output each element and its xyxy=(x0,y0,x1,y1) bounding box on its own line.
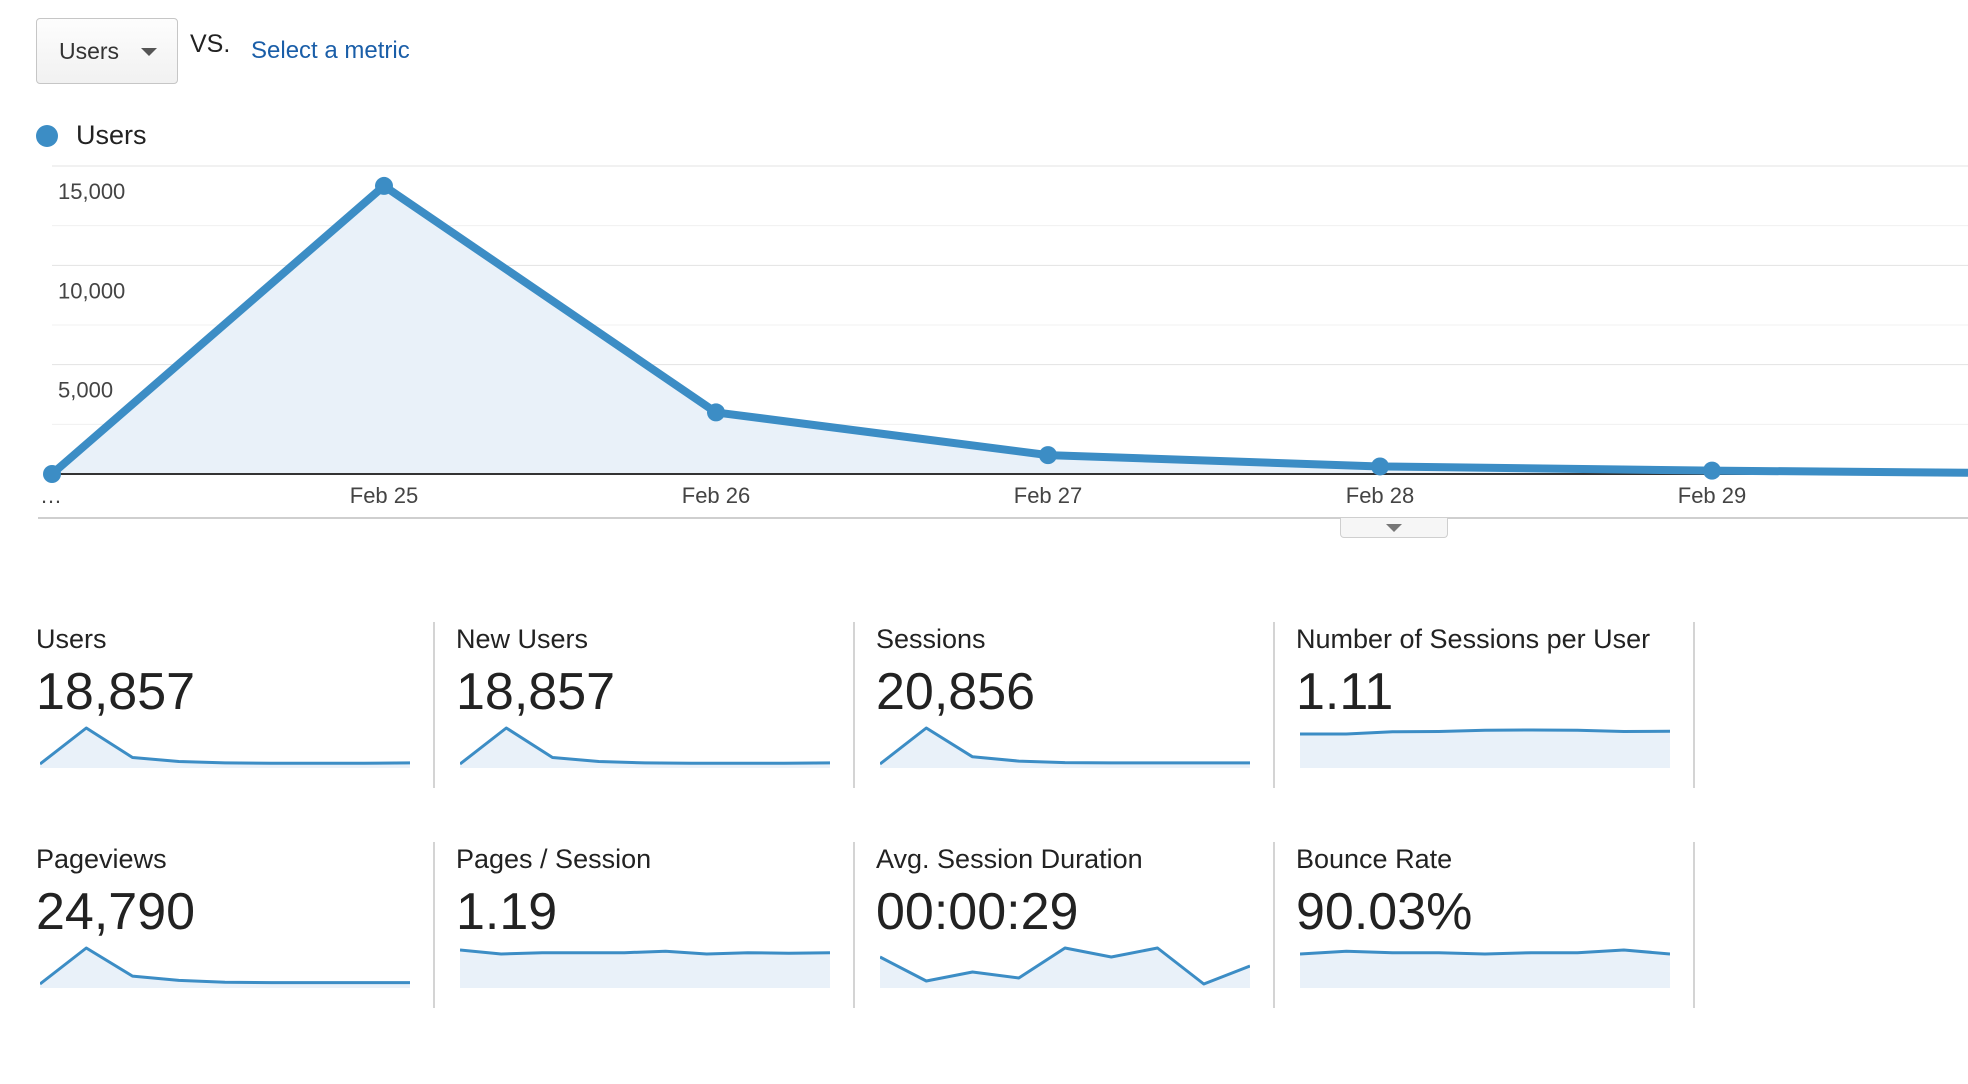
scorecard-title: New Users xyxy=(456,624,589,654)
scorecard[interactable]: Bounce Rate 90.03% xyxy=(1296,844,1716,1010)
metric-dropdown[interactable]: Users xyxy=(36,18,178,84)
legend-label: Users xyxy=(76,120,147,150)
data-point[interactable] xyxy=(375,176,393,195)
sparkline-line xyxy=(1300,948,1670,956)
scorecard-divider xyxy=(433,842,435,1008)
chart-collapse-toggle[interactable] xyxy=(1340,518,1448,538)
scorecard-value: 1.11 xyxy=(1296,663,1394,721)
scorecard-value: 1.19 xyxy=(456,883,558,941)
sparkline-line xyxy=(40,946,410,986)
sparkline xyxy=(1300,948,1670,988)
sparkline xyxy=(880,946,1250,988)
legend-dot-icon xyxy=(36,124,58,147)
x-tick-label: Feb 26 xyxy=(682,483,751,508)
scorecard[interactable]: Pages / Session 1.19 xyxy=(456,844,876,1010)
sparkline-line xyxy=(880,946,1250,986)
users-line-chart: 5,000 10,000 15,000 … Feb 25 Feb 26 Feb 27 Feb … xyxy=(38,165,1968,519)
chart-legend: Users xyxy=(36,120,147,151)
scorecard-value: 00:00:29 xyxy=(876,883,1079,941)
sparkline-line xyxy=(40,726,410,766)
scorecard-value: 18,857 xyxy=(456,663,616,721)
sparkline-line xyxy=(880,726,1250,766)
scorecard-value: 90.03% xyxy=(1296,883,1473,941)
scorecard-divider xyxy=(1693,842,1695,1008)
scorecard-title: Sessions xyxy=(876,624,986,654)
scorecard-value: 18,857 xyxy=(36,663,196,721)
scorecard-title: Number of Sessions per User xyxy=(1296,624,1651,654)
scorecard-divider xyxy=(853,842,855,1008)
sparkline-fill xyxy=(460,950,830,988)
sparkline xyxy=(1300,728,1670,768)
data-point[interactable] xyxy=(1371,457,1389,476)
scorecard[interactable]: Sessions 20,856 xyxy=(876,624,1296,790)
chevron-down-icon xyxy=(1386,524,1402,532)
sparkline xyxy=(40,726,410,768)
sparkline-line xyxy=(460,726,830,766)
sparkline-fill xyxy=(880,948,1250,988)
sparkline-line xyxy=(460,948,830,956)
scorecard-title: Pageviews xyxy=(36,844,167,874)
scorecard[interactable]: Users 18,857 xyxy=(36,624,456,790)
scorecard[interactable]: New Users 18,857 xyxy=(456,624,876,790)
x-tick-label: Feb 28 xyxy=(1346,483,1415,508)
scorecard-divider xyxy=(433,622,435,788)
y-tick-label: 10,000 xyxy=(58,278,125,303)
scorecard-title: Pages / Session xyxy=(456,844,652,874)
sparkline xyxy=(40,946,410,988)
select-metric-link[interactable]: Select a metric xyxy=(251,37,410,64)
area-fill xyxy=(52,185,1968,474)
scorecard-title: Bounce Rate xyxy=(1296,844,1453,874)
x-tick-label: Feb 27 xyxy=(1014,483,1083,508)
scorecard-divider xyxy=(1273,842,1275,1008)
scorecard-title: Users xyxy=(36,624,107,654)
sparkline-fill xyxy=(40,948,410,988)
sparkline xyxy=(460,948,830,988)
scorecard[interactable]: Number of Sessions per User 1.11 xyxy=(1296,624,1716,790)
y-tick-label: 15,000 xyxy=(58,179,125,204)
data-point[interactable] xyxy=(43,465,61,483)
x-tick-label: Feb 25 xyxy=(350,483,419,508)
vs-label: VS. xyxy=(190,30,231,58)
y-tick-label: 5,000 xyxy=(58,378,113,403)
scorecard-value: 24,790 xyxy=(36,883,196,941)
scorecard-divider xyxy=(853,622,855,788)
x-tick-label: … xyxy=(40,483,62,508)
scorecard[interactable]: Avg. Session Duration 00:00:29 xyxy=(876,844,1296,1010)
sparkline xyxy=(460,726,830,768)
metric-dropdown-label: Users xyxy=(59,37,120,64)
sparkline xyxy=(880,726,1250,768)
chevron-down-icon xyxy=(141,48,157,56)
sparkline-line xyxy=(1300,728,1670,736)
scorecard-title: Avg. Session Duration xyxy=(876,844,1143,874)
data-point[interactable] xyxy=(707,403,725,422)
sparkline-fill xyxy=(1300,730,1670,768)
data-point[interactable] xyxy=(1039,446,1057,465)
x-tick-label: Feb 29 xyxy=(1678,483,1747,508)
data-point[interactable] xyxy=(1703,461,1721,480)
scorecard[interactable]: Pageviews 24,790 xyxy=(36,844,456,1010)
sparkline-fill xyxy=(1300,950,1670,988)
scorecard-divider xyxy=(1693,622,1695,788)
scorecard-value: 20,856 xyxy=(876,663,1036,721)
scorecard-divider xyxy=(1273,622,1275,788)
